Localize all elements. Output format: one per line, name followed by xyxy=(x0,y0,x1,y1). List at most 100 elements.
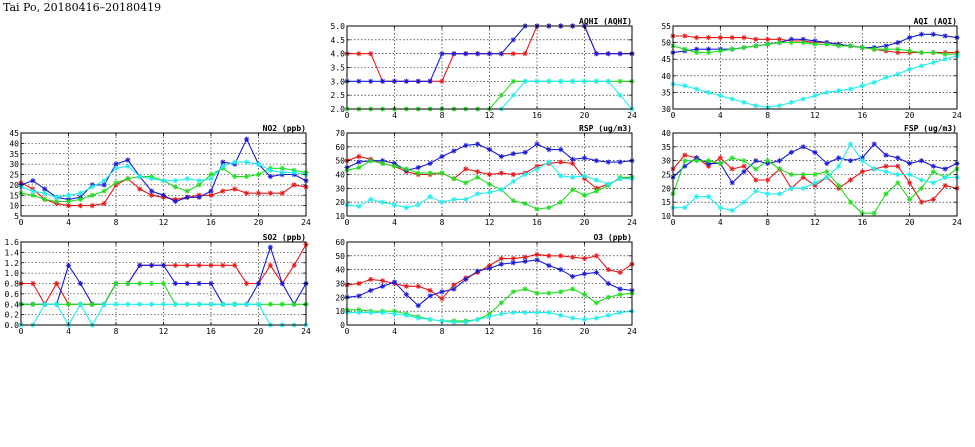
data-point xyxy=(89,192,95,198)
x-tick-label: 20 xyxy=(580,218,590,227)
data-point xyxy=(812,171,818,178)
data-point xyxy=(546,78,552,84)
data-point xyxy=(255,161,262,167)
data-point xyxy=(593,315,599,321)
data-point xyxy=(137,301,143,307)
data-point xyxy=(391,160,398,167)
data-point xyxy=(581,176,588,182)
data-point xyxy=(356,203,362,209)
data-point xyxy=(593,78,599,84)
data-point xyxy=(54,198,60,205)
data-point xyxy=(682,163,688,169)
data-point xyxy=(356,309,362,316)
data-point xyxy=(558,312,564,318)
chart-so2: 0 4 8 12 16 20 24 0.00.2 0.40.60.8 1.01.2 1.41.6 SO… xyxy=(5,233,311,336)
data-point xyxy=(403,166,409,172)
data-point xyxy=(368,287,374,294)
data-point xyxy=(717,93,723,99)
data-point xyxy=(427,170,433,176)
data-point xyxy=(753,36,759,42)
data-point xyxy=(836,163,842,169)
data-point xyxy=(871,141,877,147)
data-point xyxy=(196,280,202,287)
data-point xyxy=(451,148,457,154)
y-tick-label: 30 xyxy=(9,160,19,169)
data-point xyxy=(291,169,297,176)
data-point xyxy=(101,188,107,194)
chart-o3: 0 4 8 12 16 20 24 0 10 20 30 40 50 60 O3 (ppb) xyxy=(335,233,637,336)
data-point xyxy=(65,203,72,209)
data-point xyxy=(137,262,143,268)
y-tick-label: 55 xyxy=(661,22,671,31)
data-point xyxy=(942,174,948,180)
y-tick-label: 3.0 xyxy=(331,77,346,86)
x-tick-label: 8 xyxy=(440,111,445,120)
data-point xyxy=(682,83,688,89)
data-point xyxy=(220,163,226,169)
data-point xyxy=(694,49,700,56)
data-point xyxy=(800,144,806,150)
data-point xyxy=(439,153,445,160)
data-point xyxy=(463,180,469,186)
data-point xyxy=(291,301,297,307)
data-point xyxy=(149,188,155,194)
data-point xyxy=(907,35,913,41)
data-point xyxy=(871,210,877,216)
data-point xyxy=(765,41,771,47)
data-point xyxy=(498,311,504,317)
series-line xyxy=(20,137,307,203)
x-tick-label: 0 xyxy=(19,218,24,227)
data-point xyxy=(184,176,190,182)
data-point xyxy=(705,46,712,52)
y-tick-label: 40 xyxy=(661,129,671,138)
data-point xyxy=(510,260,516,266)
data-point xyxy=(717,160,723,167)
x-tick-label: 4 xyxy=(392,218,397,227)
data-point xyxy=(54,280,60,287)
data-point xyxy=(570,156,576,162)
x-tick-label: 0 xyxy=(345,327,350,336)
data-point xyxy=(30,188,36,194)
data-point xyxy=(65,192,72,198)
data-point xyxy=(510,51,516,57)
data-point xyxy=(160,178,167,184)
x-tick-label: 16 xyxy=(532,111,542,120)
data-point xyxy=(475,169,481,175)
page-title: Tai Po, 20180416–20180419 xyxy=(3,1,162,14)
data-point xyxy=(391,202,398,208)
data-point xyxy=(907,66,913,72)
data-point xyxy=(788,40,794,46)
data-point xyxy=(534,251,540,258)
data-point xyxy=(279,190,285,196)
chart-aqi: 0 4 8 12 16 20 24 30 35 40 45 50 55 AQI (AQI) xyxy=(661,17,962,120)
data-point xyxy=(380,199,386,205)
data-point xyxy=(907,48,913,54)
y-tick-label: 30 xyxy=(661,157,671,166)
data-point xyxy=(510,151,516,157)
data-point xyxy=(534,309,540,316)
data-point xyxy=(232,159,238,165)
data-point xyxy=(475,316,481,323)
series-blue xyxy=(344,23,635,84)
y-tick-label: 1.6 xyxy=(5,238,20,247)
data-point xyxy=(463,276,469,282)
data-point xyxy=(522,78,528,84)
data-point xyxy=(895,155,901,161)
data-point xyxy=(244,173,250,180)
data-point xyxy=(788,171,794,178)
x-tick-label: 4 xyxy=(718,111,723,120)
data-point xyxy=(113,301,119,307)
data-point xyxy=(451,196,457,202)
data-point xyxy=(77,190,83,196)
data-point xyxy=(605,267,611,273)
data-point xyxy=(930,31,936,37)
data-point xyxy=(605,78,611,84)
data-point xyxy=(705,49,712,56)
data-point xyxy=(859,83,865,89)
data-point xyxy=(824,160,830,167)
data-point xyxy=(427,78,433,84)
y-tick-label: 30 xyxy=(335,184,345,193)
chart-title: NO2 (ppb) xyxy=(263,124,306,133)
y-tick-label: 35 xyxy=(661,143,671,152)
x-tick-label: 8 xyxy=(765,111,770,120)
